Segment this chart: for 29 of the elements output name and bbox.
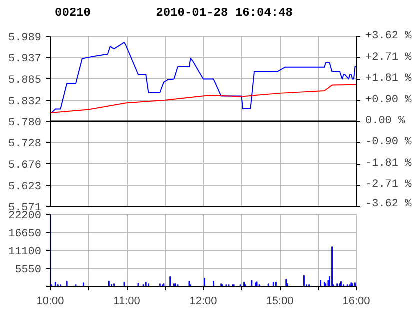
y-tick-label: 5.676 xyxy=(8,160,42,172)
y-tick-label: 5.623 xyxy=(8,181,42,194)
y-tick-label: 16650 xyxy=(8,228,42,240)
chart-subtitle: 2010-01-28 16:04:48 xyxy=(156,5,293,22)
y-tick-label: 5.832 xyxy=(8,96,42,108)
y-tick-label: 5.937 xyxy=(8,54,42,66)
y2-tick-label: -1.81 % xyxy=(366,158,412,170)
line-series xyxy=(50,84,356,114)
chart-title: 00210 xyxy=(55,5,92,22)
x-tick-label: 11:00 xyxy=(114,296,140,308)
line-series xyxy=(51,42,356,114)
y2-tick-label: +3.62 % xyxy=(366,30,412,42)
x-tick-label: 12:00 xyxy=(190,296,218,308)
y-tick-label: 5.728 xyxy=(8,138,42,151)
y-tick-label: 11100 xyxy=(8,246,42,258)
y-tick-label: 5.885 xyxy=(8,74,42,87)
x-tick-label: 15:00 xyxy=(266,296,294,308)
y2-tick-label: +2.71 % xyxy=(366,52,412,64)
y2-tick-label: -2.71 % xyxy=(366,179,412,192)
y-tick-label: 5.780 xyxy=(8,118,42,130)
x-tick-label: 10:00 xyxy=(36,296,64,308)
y2-tick-label: -0.90 % xyxy=(366,136,412,149)
y-tick-label: 5.989 xyxy=(8,32,42,44)
y2-tick-label: +0.90 % xyxy=(366,94,412,106)
y2-tick-label: +1.81 % xyxy=(366,73,412,85)
y2-tick-label: 0.00 % xyxy=(366,116,406,128)
x-tick-label: 16:00 xyxy=(342,296,370,308)
y2-tick-label: -3.62 % xyxy=(366,198,412,210)
y-tick-label: 5550 xyxy=(15,264,42,276)
